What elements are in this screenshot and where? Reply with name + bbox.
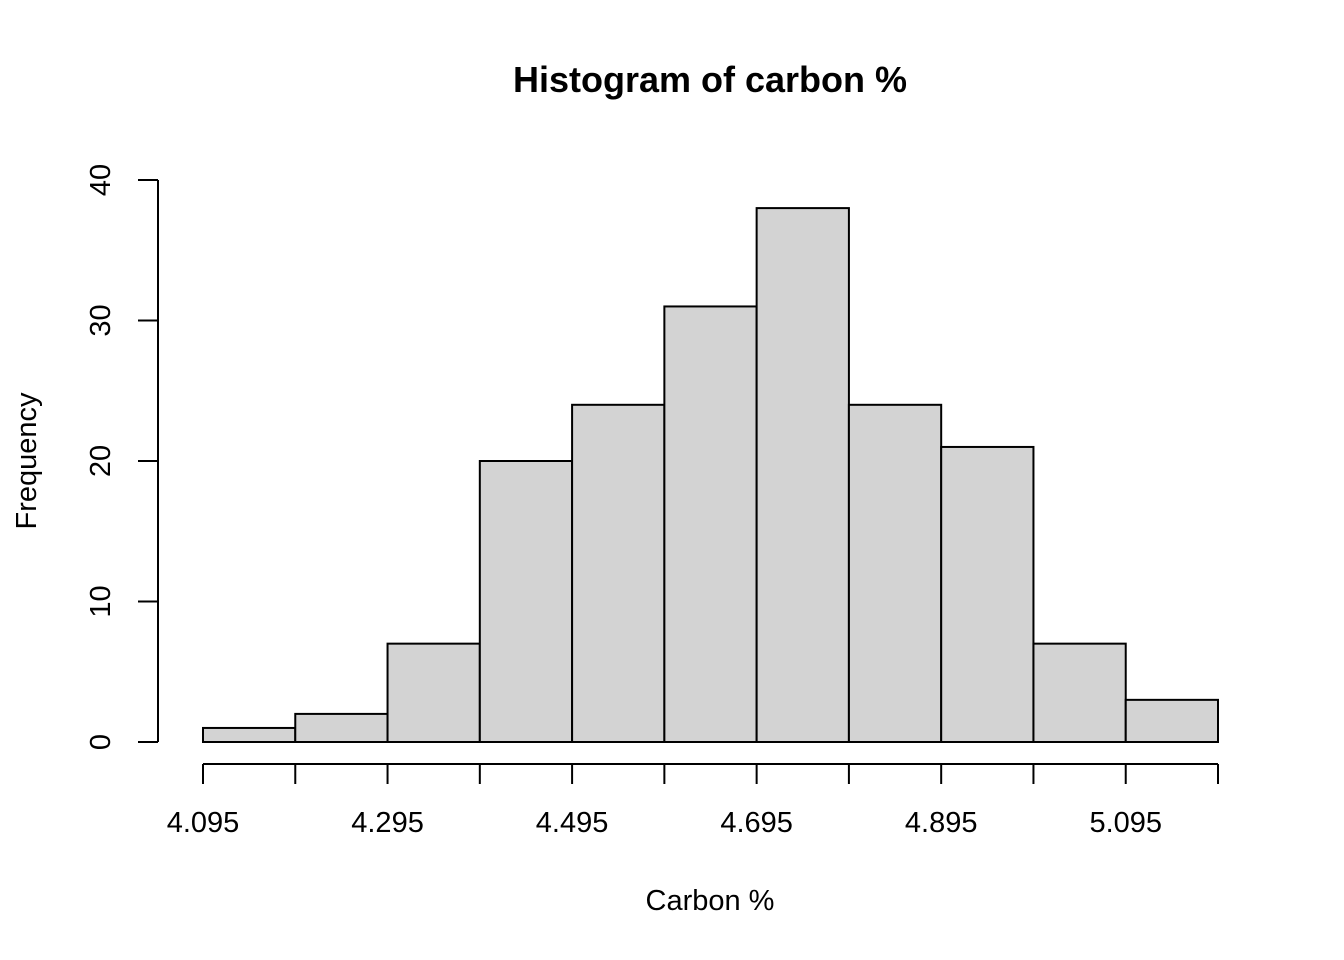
x-tick-label: 4.095: [167, 807, 240, 839]
histogram-bar: [940, 445, 1035, 743]
x-tick-label: 4.295: [351, 807, 424, 839]
x-tick-label: 5.095: [1089, 807, 1162, 839]
y-tick-label: 0: [85, 734, 117, 750]
histogram-bar: [571, 403, 666, 743]
y-axis: 0 10 20 30 40: [85, 164, 159, 750]
x-tick-label: 4.895: [905, 807, 978, 839]
x-axis-label: Carbon %: [646, 885, 775, 917]
histogram-bar: [386, 642, 481, 744]
y-tick-label: 20: [85, 445, 117, 477]
histogram-bar: [1124, 698, 1220, 743]
y-tick-label: 40: [85, 164, 117, 196]
x-tick-label: 4.695: [720, 807, 793, 839]
y-tick-label: 10: [85, 585, 117, 617]
x-tick-label: 4.495: [536, 807, 609, 839]
histogram-bar: [663, 305, 758, 743]
y-tick-label: 30: [85, 304, 117, 336]
histogram-bar: [755, 207, 850, 744]
histogram-bar: [478, 460, 574, 743]
histogram-bar: [1032, 642, 1127, 744]
x-axis: 4.095 4.295 4.495 4.695 4.895 5.095: [167, 763, 1219, 839]
y-axis-label: Frequency: [11, 392, 43, 530]
chart-title: Histogram of carbon %: [513, 59, 907, 100]
histogram-bar: [294, 712, 389, 744]
histogram-bar: [202, 726, 297, 744]
bars-group: [202, 207, 1220, 744]
histogram-bar: [847, 403, 943, 743]
